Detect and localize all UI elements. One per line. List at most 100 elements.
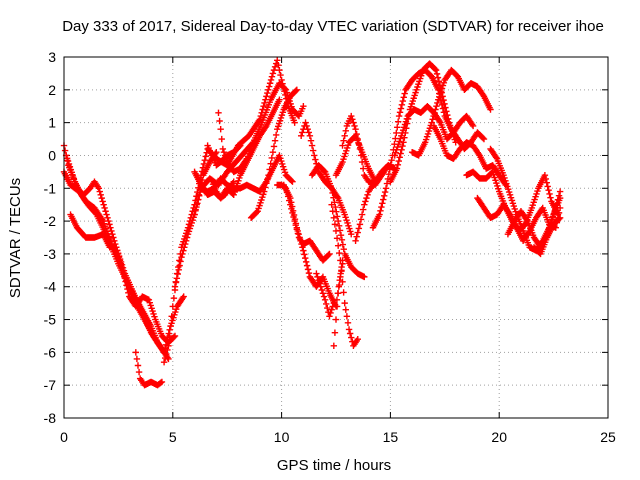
y-tick-label: -5 <box>44 312 57 328</box>
data-point <box>236 143 243 150</box>
y-tick-label: -7 <box>44 377 57 393</box>
data-point <box>113 247 121 254</box>
data-point <box>339 241 347 248</box>
data-point <box>357 152 365 159</box>
data-point <box>487 106 494 113</box>
data-point <box>342 127 349 135</box>
data-point <box>330 299 338 307</box>
data-point <box>99 198 106 205</box>
data-point <box>334 290 342 297</box>
data-point <box>376 211 383 218</box>
data-point <box>434 74 442 81</box>
data-point <box>264 176 271 183</box>
data-point <box>352 237 359 244</box>
data-point <box>396 109 404 116</box>
data-point <box>352 126 359 133</box>
data-point <box>294 227 301 235</box>
data-point <box>135 368 143 376</box>
data-point <box>396 154 403 161</box>
data-point <box>247 145 255 153</box>
data-point <box>163 350 170 358</box>
data-point <box>288 199 295 206</box>
data-series <box>369 66 488 231</box>
data-point <box>292 220 300 227</box>
data-point <box>523 216 530 223</box>
data-point <box>192 206 199 213</box>
data-point <box>480 135 488 143</box>
data-point <box>319 290 327 297</box>
data-point <box>111 237 118 244</box>
data-point <box>299 244 306 251</box>
data-point <box>387 161 394 169</box>
data-point <box>330 214 338 222</box>
data-point <box>173 275 181 282</box>
data-point <box>198 176 206 184</box>
data-point <box>265 86 272 94</box>
data-point <box>281 85 289 93</box>
data-point <box>103 211 110 218</box>
data-point <box>556 194 564 202</box>
data-point <box>222 155 230 162</box>
data-point <box>261 99 268 107</box>
data-series <box>60 142 187 356</box>
data-point <box>297 132 305 139</box>
data-point <box>264 89 271 97</box>
data-point <box>177 258 184 265</box>
data-point <box>353 130 360 138</box>
data-point <box>276 66 283 74</box>
data-point <box>329 208 336 215</box>
data-point <box>331 329 339 336</box>
data-point <box>326 250 333 258</box>
data-point <box>265 83 273 90</box>
data-point <box>541 171 549 179</box>
data-point <box>380 192 388 199</box>
data-point <box>330 342 338 349</box>
data-point <box>122 278 129 285</box>
data-point <box>304 266 312 273</box>
data-point <box>193 201 200 208</box>
y-tick-label: -1 <box>44 180 57 196</box>
data-point <box>328 185 335 192</box>
data-point <box>289 207 297 214</box>
data-point <box>107 224 114 231</box>
data-point <box>381 188 389 196</box>
data-point <box>288 203 296 210</box>
data-point <box>269 148 277 156</box>
data-point <box>395 157 402 165</box>
data-point <box>361 273 368 281</box>
data-point <box>266 80 274 87</box>
data-point <box>293 86 301 94</box>
data-point <box>349 116 356 123</box>
x-tick-label: 20 <box>491 429 507 445</box>
data-point <box>364 191 371 199</box>
data-point <box>291 216 299 223</box>
data-point <box>338 236 346 244</box>
data-point <box>180 293 187 300</box>
data-point <box>436 118 443 125</box>
data-point <box>263 180 270 187</box>
data-point <box>398 101 406 109</box>
data-point <box>321 296 329 304</box>
data-point <box>430 112 437 120</box>
data-point <box>195 191 203 199</box>
data-point <box>363 194 370 202</box>
data-point <box>275 62 282 69</box>
data-point <box>334 217 342 225</box>
data-point <box>169 303 176 310</box>
data-point <box>339 278 346 286</box>
data-point <box>354 229 361 236</box>
data-series <box>313 270 338 320</box>
data-point <box>323 300 330 308</box>
data-point <box>296 234 303 241</box>
data-point <box>120 270 127 278</box>
data-point <box>219 145 227 153</box>
data-point <box>328 306 335 313</box>
data-point <box>115 253 123 261</box>
data-point <box>397 150 404 157</box>
data-point <box>160 359 168 366</box>
data-point <box>182 237 190 244</box>
data-point <box>357 216 365 223</box>
data-point <box>333 296 341 304</box>
data-point <box>277 71 284 79</box>
data-point <box>395 112 403 120</box>
